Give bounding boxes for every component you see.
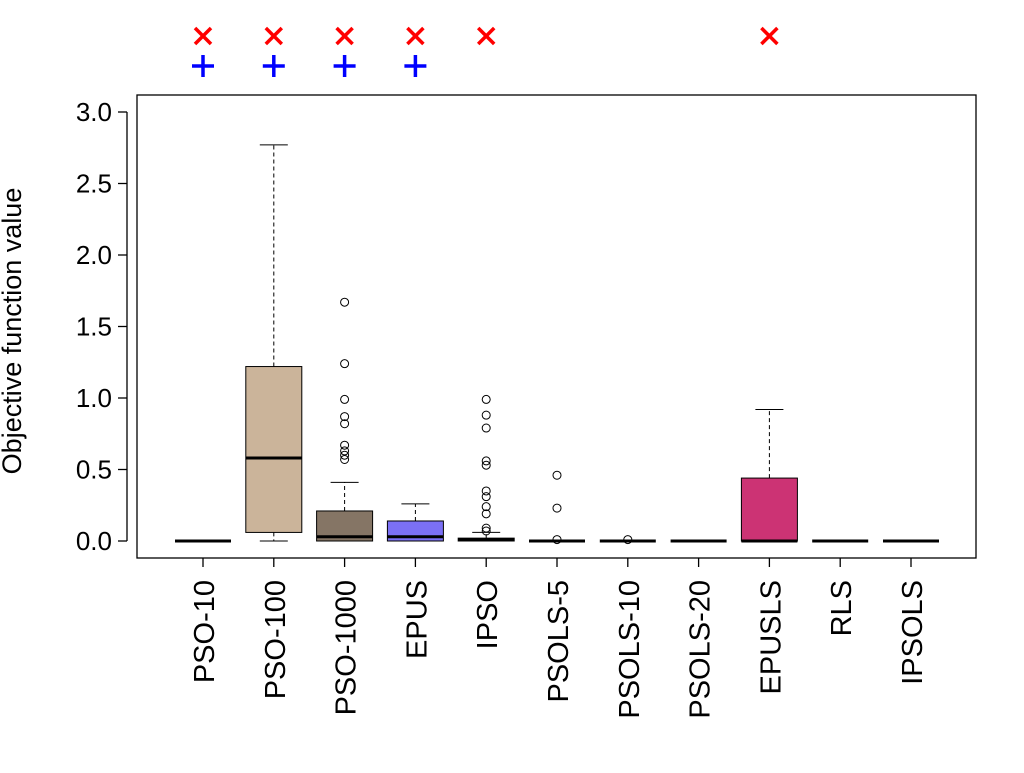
outlier-point (340, 419, 350, 429)
x-tick-label: PSO-100 (260, 580, 292, 699)
x-marker-pso-10 (193, 26, 213, 46)
x-marker-stroke (406, 26, 425, 46)
outlier-point (340, 440, 350, 450)
outlier-point (481, 456, 491, 466)
y-axis-title: Objective function value (0, 188, 27, 475)
plus-marker-epus (404, 55, 427, 77)
plus-marker-pso-10 (192, 55, 214, 77)
y-tick-label: 2.0 (76, 240, 112, 270)
x-axis-labels: PSO-10 PSO-100 PSO-1000 EPUS IPSO PSOLS-5 PSOL… (189, 558, 929, 719)
box-ipso (457, 394, 515, 542)
box-epus (386, 503, 444, 542)
x-marker-stroke (476, 26, 496, 46)
outlier-point (481, 523, 491, 533)
x-tick-label: EPUS (401, 580, 433, 659)
x-marker-pso-100 (264, 26, 284, 46)
outlier-point (340, 412, 350, 422)
x-marker-pso-1000 (335, 26, 354, 46)
y-tick-label: 0.0 (76, 526, 112, 556)
outlier-point (340, 359, 350, 369)
x-marker-epus (406, 26, 425, 46)
x-tick-label: EPUSLS (755, 580, 787, 694)
significance-markers (192, 26, 779, 77)
plus-marker-pso-100 (262, 55, 285, 77)
outlier-point (340, 450, 350, 460)
outlier-point (481, 526, 491, 536)
y-tick-label: 3.0 (76, 97, 112, 127)
x-tick-label: PSOLS-10 (614, 580, 646, 719)
outlier-point (552, 503, 562, 513)
x-tick-label: PSO-1000 (331, 580, 363, 715)
x-marker-stroke (193, 26, 213, 46)
x-marker-stroke (335, 26, 354, 46)
outlier-point (552, 470, 562, 480)
box-psols-5 (529, 470, 585, 545)
y-tick-label: 0.5 (76, 455, 112, 485)
y-tick-label: 1.5 (76, 312, 112, 342)
outlier-point (481, 509, 491, 519)
box-series (175, 144, 939, 545)
x-tick-label: PSO-10 (189, 580, 221, 683)
x-tick-label: PSOLS-5 (543, 580, 575, 703)
y-tick-label: 2.5 (76, 169, 112, 199)
x-tick-label: RLS (826, 580, 858, 636)
box-psols-10 (599, 535, 656, 545)
outlier-point (552, 535, 562, 545)
outlier-point (481, 486, 491, 496)
x-marker-epusls (760, 26, 779, 46)
outlier-point (340, 394, 350, 404)
outlier-point (481, 502, 491, 512)
outlier-point (340, 446, 350, 456)
outlier-point (481, 460, 491, 470)
box-iqr (245, 366, 303, 533)
y-axis: 0.0 0.5 1.0 1.5 2.0 2.5 3.0 (76, 97, 128, 556)
outlier-point (340, 454, 350, 464)
plus-marker-pso-1000 (333, 55, 356, 77)
x-tick-label: PSOLS-20 (685, 580, 717, 719)
box-pso-100 (245, 144, 303, 542)
outlier-point (481, 394, 491, 404)
outlier-point (623, 535, 633, 545)
outlier-point (481, 423, 491, 433)
outlier-point (481, 410, 491, 420)
x-tick-label: IPSO (472, 580, 504, 649)
box-iqr (740, 477, 798, 542)
outlier-point (340, 297, 350, 307)
box-pso-1000 (316, 297, 374, 542)
outlier-point (481, 492, 491, 502)
x-marker-stroke (760, 26, 779, 46)
y-tick-label: 1.0 (76, 383, 112, 413)
box-epusls (740, 408, 798, 543)
x-tick-label: IPSOLS (897, 580, 929, 685)
x-marker-ipso (476, 26, 496, 46)
x-marker-stroke (264, 26, 284, 46)
